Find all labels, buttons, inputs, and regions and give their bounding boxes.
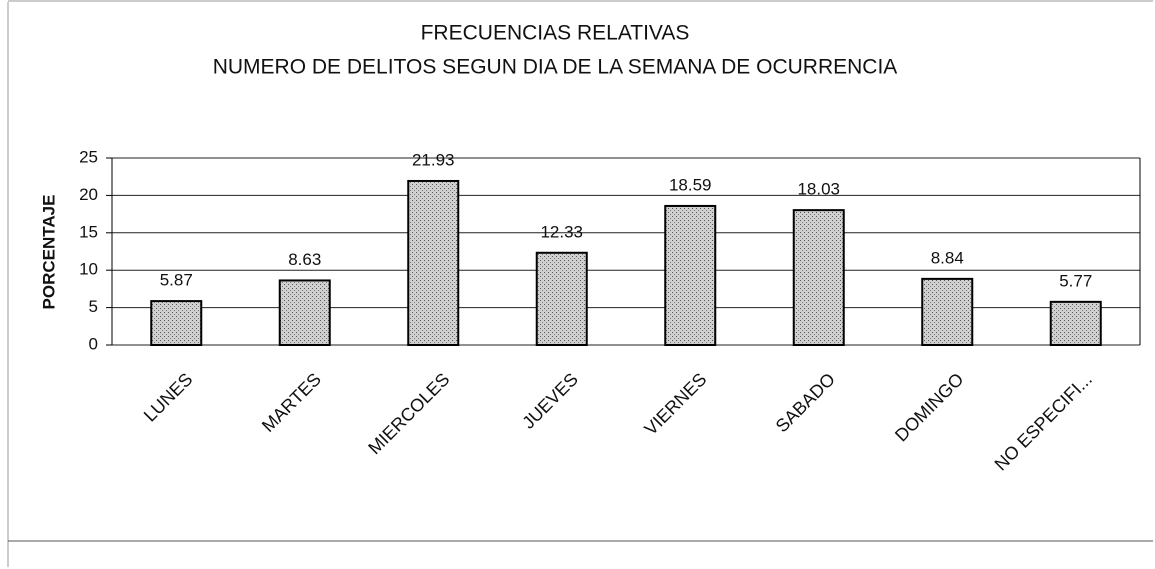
value-label: 5.87 — [160, 271, 193, 290]
bar — [921, 277, 974, 346]
y-tick-label: 5 — [89, 297, 98, 316]
value-label: 18.03 — [797, 180, 840, 199]
x-tick-label: DOMINGO — [891, 369, 967, 445]
x-tick-label: VIERNES — [640, 369, 710, 439]
value-label: 5.77 — [1059, 271, 1092, 290]
y-tick-label: 25 — [79, 147, 98, 166]
x-tick-label: JUEVES — [518, 369, 582, 433]
bar — [535, 251, 588, 347]
y-axis-label: PORCENTAJE — [39, 195, 58, 310]
x-tick-label: MIERCOLES — [364, 369, 453, 458]
chart-subtitle: NUMERO DE DELITOS SEGUN DIA DE LA SEMANA… — [213, 56, 898, 79]
x-tick-label: SABADO — [772, 369, 839, 436]
y-tick-label: 20 — [79, 185, 98, 204]
value-label: 21.93 — [412, 150, 455, 169]
value-label: 8.63 — [288, 250, 321, 269]
bar — [407, 179, 460, 346]
value-label: 8.84 — [931, 248, 964, 267]
value-label: 18.59 — [669, 175, 712, 194]
bar — [664, 204, 717, 346]
bar — [150, 300, 203, 347]
y-tick-label: 15 — [79, 222, 98, 241]
bar — [278, 279, 331, 346]
y-tick-label: 0 — [89, 334, 98, 353]
x-tick-label: LUNES — [140, 369, 197, 426]
x-tick-label: MARTES — [258, 369, 325, 436]
bar — [1049, 300, 1102, 346]
x-tick-label: NO ESPECIFI... — [991, 369, 1096, 474]
chart-title: FRECUENCIAS RELATIVAS — [421, 22, 690, 45]
bar — [792, 209, 845, 346]
y-tick-label: 10 — [79, 260, 98, 279]
value-label: 12.33 — [540, 222, 583, 241]
